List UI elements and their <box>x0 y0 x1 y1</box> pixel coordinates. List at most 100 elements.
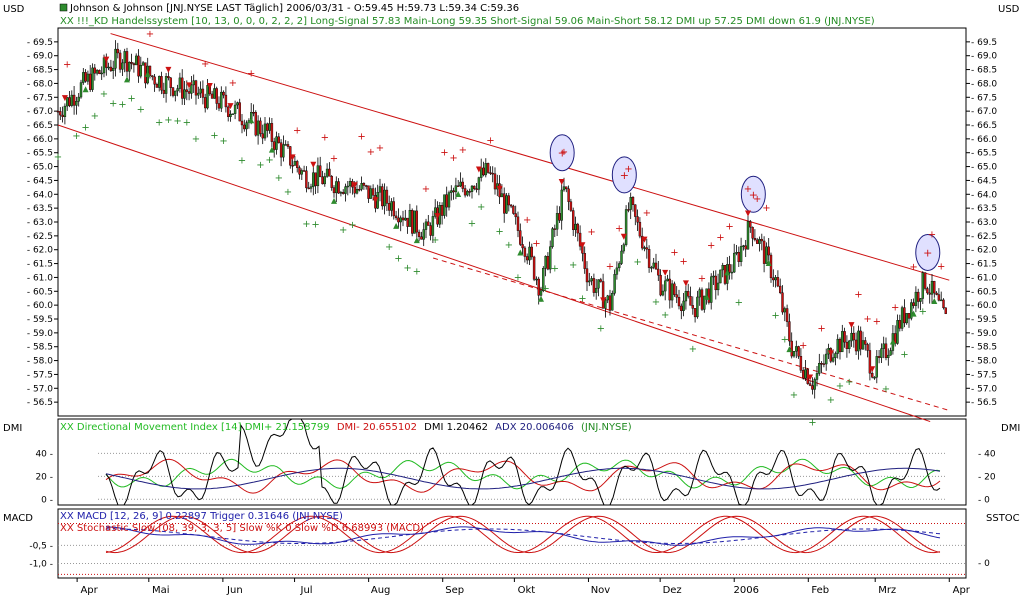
candle-body <box>141 62 145 66</box>
signal-cross: + <box>532 239 540 250</box>
x-axis: Apr Mai Jun Jul Aug Sep Okt Nov Dez 2006 Feb Mrz Apr <box>76 578 971 596</box>
candle-body <box>114 48 117 69</box>
candle-body <box>942 299 945 309</box>
candle-body <box>781 292 784 313</box>
candle-body <box>861 340 865 350</box>
signal-cross: + <box>459 145 467 156</box>
usd-label-left: USD <box>3 4 25 15</box>
candle-body <box>710 276 713 303</box>
price-ytick-label-right: - 60.5 <box>971 287 997 297</box>
price-ytick-label-right: - 66.0 <box>971 135 997 145</box>
candle-body <box>424 221 428 230</box>
signal-cross: + <box>219 136 227 147</box>
candle-body <box>900 307 904 329</box>
signal-cross: + <box>413 266 421 277</box>
candle-body <box>503 193 506 214</box>
candle-body <box>236 102 239 106</box>
signal-circle-plus: + <box>558 147 567 160</box>
candle-body <box>388 203 391 211</box>
candle-body <box>252 111 255 114</box>
signal-cross: + <box>771 310 779 321</box>
signal-cross: + <box>265 155 273 166</box>
month-label: Mrz <box>878 585 896 596</box>
candle-body <box>392 201 395 217</box>
candle-body <box>413 210 416 234</box>
candle-body <box>263 123 267 139</box>
candle-body <box>123 51 126 64</box>
candle-body <box>452 190 455 193</box>
signal-cross: + <box>578 293 586 304</box>
signal-cross: + <box>762 203 770 214</box>
candle-body <box>650 267 653 269</box>
candle-body <box>574 223 577 230</box>
candle-body <box>346 185 349 188</box>
system-legend: XX !!!_KD Handelssystem [10, 13, 0, 0, 0… <box>60 16 875 27</box>
candle-body <box>627 209 630 211</box>
usd-label-right: USD <box>998 4 1020 15</box>
candle-body <box>873 377 876 379</box>
candle-body <box>355 188 359 194</box>
candle-body <box>463 188 467 196</box>
candle-body <box>266 123 269 131</box>
signal-cross: + <box>624 164 632 175</box>
candle-body <box>712 275 715 278</box>
candle-body <box>707 288 711 303</box>
candle-body <box>537 278 540 296</box>
short-triangle <box>206 82 213 89</box>
dmi-minus-line <box>105 458 941 494</box>
candle-body <box>808 383 812 386</box>
macd-line <box>106 526 941 546</box>
candle-body <box>365 185 368 187</box>
candle-body <box>841 331 844 353</box>
candle-body <box>155 84 159 88</box>
price-ytick-label-left: - 60.5 <box>27 287 53 297</box>
macd-ytick-left: -0,5 - <box>29 541 53 551</box>
candle-body <box>397 217 400 223</box>
price-ytick-label-right: - 69.0 <box>971 52 997 62</box>
candle-body <box>698 289 701 298</box>
candle-body <box>72 94 76 106</box>
candle-body <box>613 274 616 294</box>
macd-ytick-left: -1,0 - <box>29 559 53 569</box>
candle-body <box>70 94 74 106</box>
candle-body <box>680 305 683 311</box>
candle-body <box>935 292 938 295</box>
price-ytick-label-right: - 59.0 <box>971 329 997 339</box>
candle-body <box>325 168 329 177</box>
candle-body <box>914 291 918 306</box>
candle-body <box>864 340 867 345</box>
candle-body <box>293 161 297 166</box>
candle-body <box>482 167 485 176</box>
candle-body <box>309 186 313 189</box>
price-ytick-label-right: - 68.5 <box>971 66 997 76</box>
candle-body <box>606 295 609 301</box>
candle-body <box>192 80 195 86</box>
candle-body <box>312 172 315 187</box>
price-y-axis: - 69.5 - 69.5 - 69.0 - 69.0 - 68.5 - 68.5 - 68… <box>27 38 998 408</box>
candle-body <box>555 213 559 230</box>
candle-body <box>201 88 205 98</box>
candle-body <box>399 217 402 223</box>
candle-body <box>450 190 453 193</box>
month-label: Dez <box>663 585 682 596</box>
price-ytick-label-left: - 65.0 <box>27 163 53 173</box>
candle-body <box>813 379 816 390</box>
candle-body <box>907 313 911 319</box>
candle-body <box>528 246 531 261</box>
candle-body <box>507 195 510 206</box>
signal-circles: ++++ <box>549 134 941 271</box>
candle-body <box>919 298 922 302</box>
price-ytick-label-left: - 61.5 <box>27 260 53 270</box>
signal-cross: + <box>495 227 503 238</box>
signal-cross: + <box>817 324 825 335</box>
candle-body <box>562 186 566 191</box>
candle-body <box>615 267 619 275</box>
candle-body <box>109 66 113 71</box>
candle-body <box>220 91 223 109</box>
signal-cross: + <box>247 68 255 79</box>
candle-body <box>668 278 671 301</box>
candle-body <box>765 246 768 264</box>
candle-body <box>859 330 862 350</box>
candle-body <box>217 103 221 109</box>
dmi-legend-source: (JNJ.NYSE) <box>581 422 632 433</box>
